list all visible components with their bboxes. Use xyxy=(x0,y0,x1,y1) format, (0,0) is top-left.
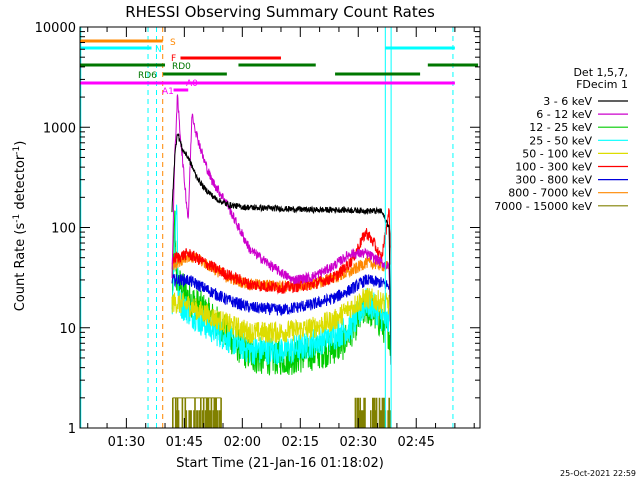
legend-label: 800 - 7000 keV xyxy=(508,187,592,200)
x-tick-label: 02:00 xyxy=(224,435,261,450)
legend-header-line: Det 1,5,7, xyxy=(573,66,628,79)
flag-label-A1: A1 xyxy=(162,87,174,97)
legend-label: 300 - 800 keV xyxy=(515,174,592,187)
flag-label-A0: A0 xyxy=(186,79,198,89)
y-tick-label: 10000 xyxy=(35,21,76,36)
y-axis-label-part: detector xyxy=(13,154,28,214)
series-line-100-300keV xyxy=(171,208,392,295)
series-spikes-7000-15000keV xyxy=(354,397,391,428)
footer-date: 25-Oct-2021 22:59 xyxy=(560,469,636,478)
legend-label: 25 - 50 keV xyxy=(529,134,592,147)
series-line-25-50keV xyxy=(171,204,390,366)
y-axis-label-part: ) xyxy=(13,141,28,146)
x-axis-label: Start Time (21-Jan-16 01:18:02) xyxy=(176,456,384,471)
series-spikes-7000-15000keV xyxy=(172,397,222,428)
chart-title: RHESSI Observing Summary Count Rates xyxy=(125,3,435,21)
y-axis-label-exp: -1 xyxy=(12,146,22,155)
y-axis-label: Count Rate (s-1 detector-1) xyxy=(12,141,28,312)
x-tick-label: 02:30 xyxy=(340,435,377,450)
legend-label: 50 - 100 keV xyxy=(522,147,592,160)
x-tick-label: 01:45 xyxy=(166,435,203,450)
x-tick-label: 02:45 xyxy=(397,435,434,450)
legend-label: 7000 - 15000 keV xyxy=(494,200,592,213)
legend-label: 3 - 6 keV xyxy=(543,95,592,108)
legend-header-line: FDecim 1 xyxy=(576,78,628,91)
legend-label: 100 - 300 keV xyxy=(515,161,592,174)
series-group xyxy=(80,27,479,428)
flag-label-RD6: RD6 xyxy=(138,71,157,81)
y-tick-label: 1000 xyxy=(43,121,76,136)
series-line-50-100keV xyxy=(171,287,390,344)
flag-label-N: N xyxy=(155,45,162,55)
y-axis-label-part: Count Rate (s xyxy=(13,223,28,312)
series-line-3-6keV xyxy=(171,133,392,365)
y-axis-label-exp: -1 xyxy=(12,214,22,223)
series-line-300-800keV xyxy=(171,274,390,317)
legend-label: 12 - 25 keV xyxy=(529,121,592,134)
x-tick-label: 01:30 xyxy=(108,435,145,450)
y-tick-label: 100 xyxy=(51,222,76,237)
legend-label: 6 - 12 keV xyxy=(536,108,592,121)
y-tick-label: 1 xyxy=(68,422,76,437)
flag-label-F: F xyxy=(171,54,176,64)
flag-label-RD0: RD0 xyxy=(172,62,191,72)
flag-label-S: S xyxy=(170,38,176,48)
y-tick-label: 10 xyxy=(59,322,76,337)
series-line-6-12keV xyxy=(171,94,392,346)
x-tick-label: 02:15 xyxy=(282,435,319,450)
